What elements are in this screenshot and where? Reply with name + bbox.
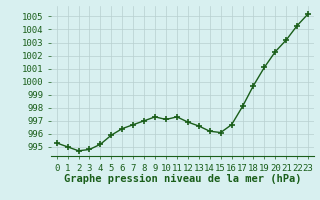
- X-axis label: Graphe pression niveau de la mer (hPa): Graphe pression niveau de la mer (hPa): [64, 174, 301, 184]
